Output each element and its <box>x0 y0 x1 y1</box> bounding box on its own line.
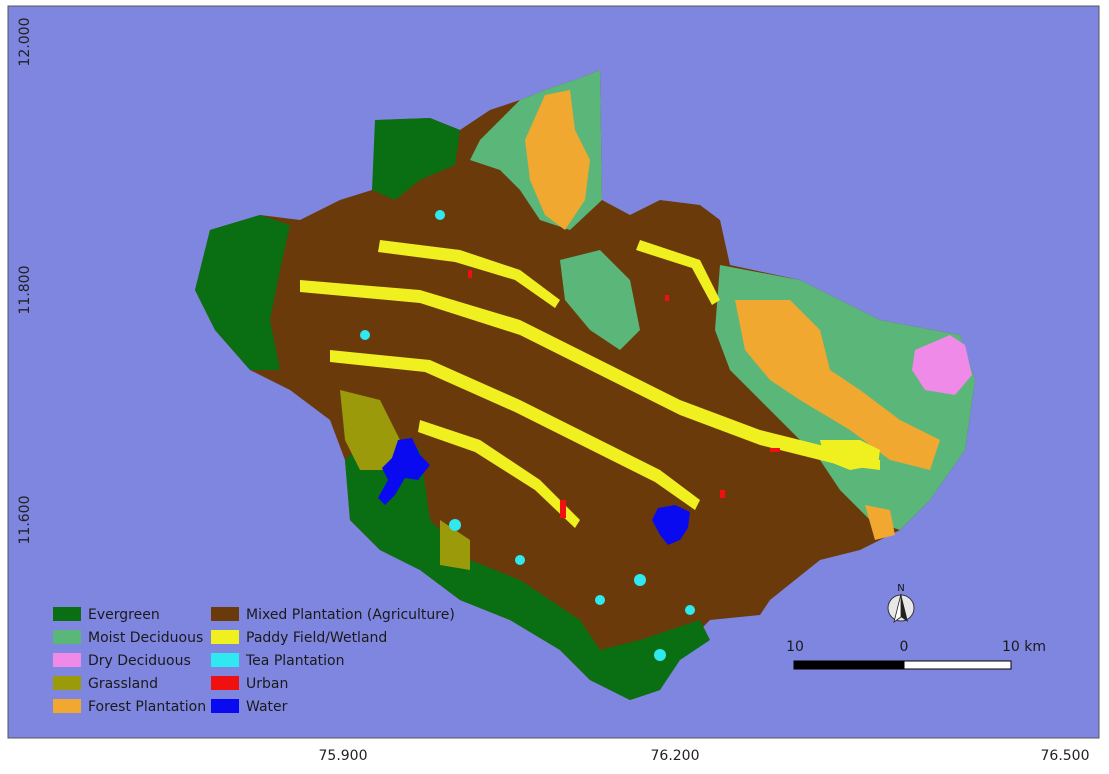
legend-label-paddy-field: Paddy Field/Wetland <box>246 630 387 646</box>
legend-label-grassland: Grassland <box>88 676 158 692</box>
region-grassland <box>340 390 400 470</box>
lon-tick-label: 75.900 <box>319 748 368 764</box>
region-tea-plantation <box>360 210 695 661</box>
lat-tick-label: 11.800 <box>17 266 33 315</box>
region-grassland-2 <box>440 520 470 570</box>
region-water <box>378 438 690 545</box>
region-moist-deciduous-center <box>560 250 640 350</box>
scale-label-mid: 0 <box>900 639 909 655</box>
legend-swatch-grassland <box>53 676 81 690</box>
region-urban <box>468 270 780 518</box>
legend-swatch-mixed-plantation <box>211 607 239 621</box>
legend-label-mixed-plantation: Mixed Plantation (Agriculture) <box>246 607 455 623</box>
legend-label-water: Water <box>246 699 288 715</box>
land-cover-region <box>195 70 975 700</box>
legend-swatch-urban <box>211 676 239 690</box>
legend-label-tea-plantation: Tea Plantation <box>245 653 345 669</box>
legend-label-forest-plantation: Forest Plantation <box>88 699 206 715</box>
scale-label-left: 10 <box>786 639 804 655</box>
legend-swatch-paddy-field <box>211 630 239 644</box>
scale-bar-black <box>793 660 905 670</box>
north-arrow-icon <box>901 594 908 622</box>
legend-swatch-forest-plantation <box>53 699 81 713</box>
region-forest-plantation-north <box>525 90 590 230</box>
legend-label-urban: Urban <box>246 676 288 692</box>
scale-bar: 10 0 10 km <box>786 639 1046 670</box>
legend-label-dry-deciduous: Dry Deciduous <box>88 653 191 669</box>
legend-label-evergreen: Evergreen <box>88 607 160 623</box>
lat-tick-label: 12.000 <box>17 18 33 67</box>
legend-swatch-evergreen <box>53 607 81 621</box>
lon-tick-label: 76.200 <box>651 748 700 764</box>
region-forest-plantation-east <box>735 300 940 470</box>
north-arrow-label: N <box>897 583 904 594</box>
region-dry-deciduous <box>912 335 972 395</box>
legend: Evergreen Moist Deciduous Dry Deciduous … <box>53 607 455 715</box>
legend-swatch-tea-plantation <box>211 653 239 667</box>
legend-label-moist-deciduous: Moist Deciduous <box>88 630 203 646</box>
lat-tick-label: 11.600 <box>17 496 33 545</box>
legend-swatch-water <box>211 699 239 713</box>
scale-bar-white <box>903 660 1012 670</box>
scale-label-right: 10 km <box>1002 639 1046 655</box>
north-arrow: N <box>887 583 915 623</box>
region-evergreen-west <box>195 215 290 370</box>
legend-swatch-dry-deciduous <box>53 653 81 667</box>
region-evergreen-north <box>372 118 460 200</box>
region-forest-plantation-southeast <box>865 505 895 540</box>
legend-swatch-moist-deciduous <box>53 630 81 644</box>
lon-tick-label: 76.500 <box>1041 748 1090 764</box>
